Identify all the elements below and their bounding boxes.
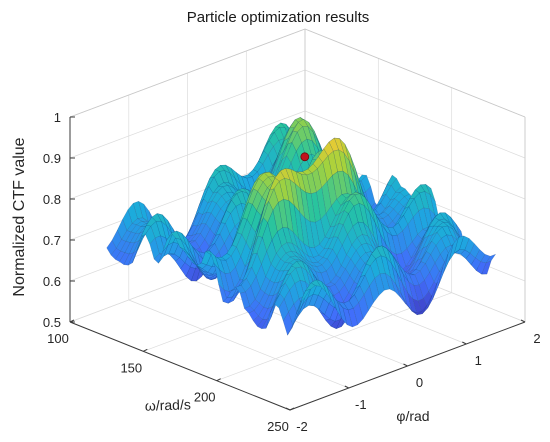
x-axis-line: [69, 321, 291, 411]
surface-patch: [300, 289, 311, 303]
y-axis-tick: [462, 341, 467, 345]
surface-patch: [347, 307, 358, 328]
z-tick-label: 0.6: [43, 274, 61, 289]
y-tick-label: -1: [355, 397, 367, 412]
y-tick-label: -2: [296, 419, 308, 434]
z-tick-label: 1: [54, 110, 61, 125]
surface-patch: [305, 282, 316, 291]
surface-patch: [432, 267, 443, 299]
surface-patch: [427, 282, 438, 309]
surface-plot: [106, 117, 497, 336]
y-axis-tick: [285, 407, 291, 411]
surface-patch: [453, 235, 465, 254]
y-axis-tick: [403, 363, 408, 367]
axes: [69, 116, 526, 411]
x-tick-label: 200: [194, 390, 216, 405]
y-axis-tick: [520, 319, 526, 323]
x-axis-label: ω/rad/s: [145, 396, 191, 414]
chart-title: Particle optimization results: [187, 9, 370, 26]
side-wall-grid-line: [69, 69, 306, 159]
surface-patch: [390, 277, 401, 298]
surface-patch: [411, 310, 422, 316]
surface-patch: [416, 305, 427, 315]
floor-grid-line: [128, 299, 349, 389]
surface-patch: [337, 301, 348, 325]
y-axis-tick: [344, 385, 350, 389]
surface-patch: [480, 254, 491, 264]
y-tick-label: 2: [533, 331, 540, 346]
x-tick-label: 250: [267, 419, 289, 434]
box-edge: [69, 28, 306, 118]
y-axis-label: φ/rad: [396, 408, 429, 424]
y-tick-label: 0: [416, 375, 423, 390]
tick-labels: 100 150 200 250 -2 -1 0 1 2 0.5 0.6 0.7 0.8 0.9 1: [43, 110, 541, 434]
surface-patch: [310, 279, 321, 287]
x-axis-tick: [143, 348, 148, 352]
back-wall-grid-line: [304, 110, 526, 200]
x-tick-label: 100: [47, 331, 69, 346]
z-axis-label: Normalized CTF value: [11, 137, 28, 296]
surface-patch: [459, 235, 470, 251]
x-axis-tick: [216, 378, 221, 382]
back-wall-grid-line: [304, 69, 526, 159]
surface-patch: [443, 243, 454, 273]
surface-patch: [374, 273, 385, 296]
z-tick-label: 0.5: [43, 315, 61, 330]
z-tick-label: 0.9: [43, 151, 61, 166]
surface-patch: [401, 294, 411, 310]
surface-patch: [485, 253, 497, 264]
surface-patch: [379, 273, 390, 291]
box-edge: [304, 28, 526, 118]
optimum-point-marker: [300, 152, 310, 162]
z-tick-label: 0.7: [43, 233, 61, 248]
x-tick-label: 150: [120, 360, 142, 375]
surface-patch: [469, 243, 480, 259]
surface-patch: [332, 294, 342, 319]
z-tick-label: 0.8: [43, 192, 61, 207]
side-wall-grid-line: [69, 110, 306, 200]
y-tick-label: 1: [475, 353, 482, 368]
x-axis-tick: [289, 407, 295, 411]
surface-patch: [321, 281, 332, 301]
